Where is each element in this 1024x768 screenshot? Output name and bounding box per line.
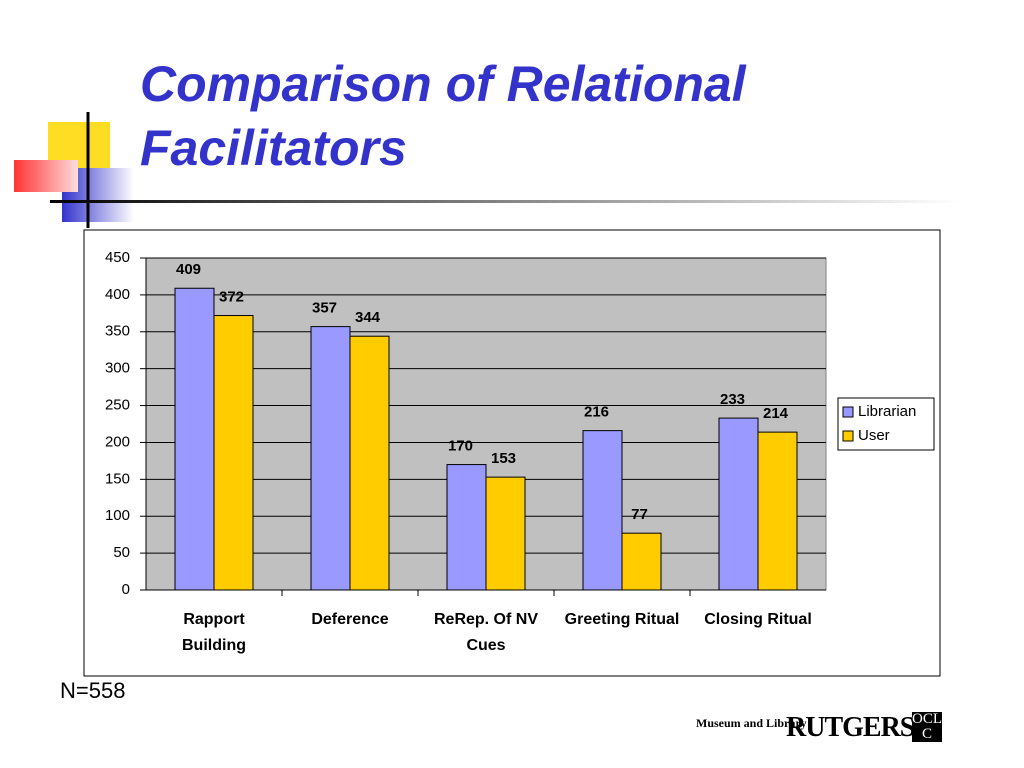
y-tick-label: 200 — [105, 433, 130, 450]
sample-note: N=558 — [60, 678, 126, 703]
imls-logo: Museum and Library — [696, 716, 807, 730]
data-label: 357 — [312, 300, 337, 317]
bar — [349, 335, 390, 591]
bar — [718, 417, 759, 591]
data-label: 372 — [219, 289, 244, 306]
oclc-logo: OCLC — [912, 711, 942, 742]
data-label: 170 — [448, 438, 473, 455]
data-label: 233 — [720, 391, 745, 408]
slide-title: Comparison of Relational Facilitators — [140, 56, 746, 176]
y-tick-label: 300 — [105, 360, 130, 377]
deco-line — [50, 200, 960, 203]
y-tick-label: 400 — [105, 286, 130, 303]
y-tick-label: 250 — [105, 397, 130, 414]
y-tick-label: 350 — [105, 323, 130, 340]
data-label: 77 — [631, 506, 648, 523]
bar — [174, 287, 215, 591]
bar — [621, 532, 662, 591]
x-tick-label: Rapport Building — [182, 611, 246, 654]
bar — [310, 326, 351, 591]
x-tick-label: Greeting Ritual — [564, 611, 680, 628]
y-tick-label: 450 — [105, 249, 130, 266]
data-label: 409 — [176, 261, 201, 278]
legend-label: Librarian — [858, 403, 916, 420]
bar — [582, 430, 623, 591]
x-tick-label: ReRep. Of NV Cues — [433, 611, 538, 654]
data-label: 153 — [491, 450, 516, 467]
bar — [485, 476, 526, 591]
x-tick-label: Closing Ritual — [704, 611, 812, 628]
y-tick-label: 50 — [113, 544, 130, 561]
legend-label: User — [858, 427, 890, 444]
y-tick-label: 100 — [105, 507, 130, 524]
legend-swatch — [842, 430, 854, 442]
rutgers-logo: RUTGERS — [786, 712, 915, 743]
y-tick-label: 0 — [122, 581, 130, 598]
x-tick-label: Deference — [311, 611, 389, 628]
data-label: 344 — [355, 309, 381, 326]
bar — [757, 431, 798, 591]
legend — [837, 397, 935, 451]
legend-swatch — [842, 406, 854, 418]
bar — [213, 315, 254, 591]
bar — [446, 464, 487, 591]
data-label: 214 — [763, 405, 789, 422]
data-label: 216 — [584, 404, 609, 421]
deco-square — [14, 160, 78, 192]
y-tick-label: 150 — [105, 470, 130, 487]
